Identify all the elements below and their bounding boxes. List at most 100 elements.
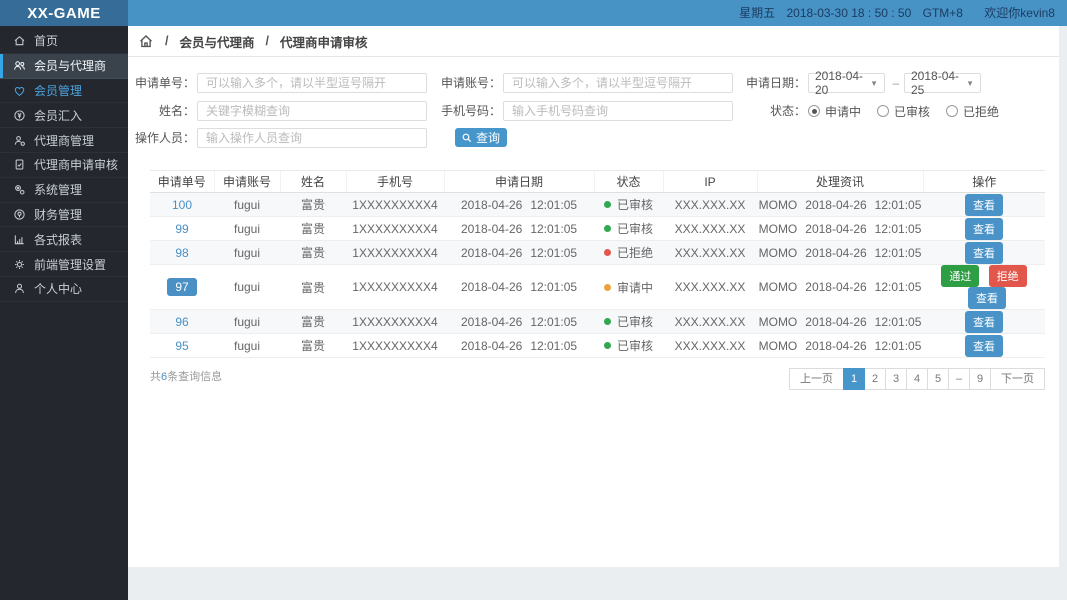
- date-cell: 2018-04-26 12:01:05: [444, 333, 594, 358]
- status-dot-icon: [603, 249, 611, 256]
- order-no-link[interactable]: 95: [175, 338, 189, 353]
- pagination-page-3[interactable]: 3: [885, 368, 907, 390]
- phone-cell: 1XXXXXXXXX4: [346, 309, 444, 334]
- approve-button[interactable]: 通过: [941, 265, 980, 287]
- sidebar-item-home[interactable]: 首页: [0, 29, 128, 54]
- view-button[interactable]: 查看: [965, 193, 1003, 216]
- sidebar-item-member-management[interactable]: 会员管理: [0, 79, 128, 104]
- table-row: 98 fugui 富贵 1XXXXXXXXX4 2018-04-26 12:01:…: [150, 240, 1045, 265]
- th-phone: 手机号: [345, 170, 444, 193]
- clock-datetime: 2018-03-30 18 : 50 : 50: [786, 6, 912, 20]
- sidebar-item-member-import[interactable]: 会员汇入: [0, 103, 128, 129]
- gear-icon: [15, 259, 24, 269]
- sidebar-item-finance-management[interactable]: 财务管理: [0, 203, 128, 228]
- order-no-input[interactable]: [197, 73, 427, 93]
- phone-cell: 1XXXXXXXXX4: [346, 216, 444, 241]
- status-dot-icon: [603, 225, 611, 232]
- date-cell: 2018-04-26 12:01:05: [444, 309, 594, 334]
- sidebar-item-frontend-settings[interactable]: 前端管理设置: [0, 252, 128, 277]
- th-order-no: 申请单号: [150, 170, 214, 193]
- search-button[interactable]: 查询: [455, 128, 508, 147]
- reject-button[interactable]: 拒绝: [988, 265, 1027, 287]
- order-no-link[interactable]: 99: [175, 221, 189, 236]
- clock-weekday: 星期五: [739, 6, 776, 20]
- name-cell: 富贵: [280, 216, 346, 241]
- welcome-text: 欢迎你kevin8: [984, 6, 1055, 20]
- account-cell: fugui: [214, 240, 280, 265]
- th-date: 申请日期: [443, 170, 594, 193]
- gears-icon: [15, 185, 25, 195]
- account-cell: fugui: [214, 192, 280, 217]
- account-cell: fugui: [214, 216, 280, 241]
- pagination-page-4[interactable]: 4: [906, 368, 928, 390]
- sidebar-item-reports[interactable]: 各式报表: [0, 227, 128, 253]
- view-button[interactable]: 查看: [965, 334, 1003, 357]
- ip-cell: XXX.XXX.XX: [663, 264, 757, 310]
- breadcrumb-level1[interactable]: 会员与代理商: [179, 35, 255, 50]
- breadcrumb-level2[interactable]: 代理商申请审核: [279, 35, 368, 50]
- name-cell: 富贵: [280, 264, 346, 310]
- status-radio-pending[interactable]: 申请中: [808, 103, 861, 120]
- phone-input[interactable]: [503, 101, 733, 121]
- content-panel: 申请单号： 申请账号： 申请日期： 2018-04-20 ▼ – 2018-04…: [128, 57, 1059, 567]
- view-button[interactable]: 查看: [968, 287, 1006, 309]
- order-no-badge[interactable]: 97: [167, 278, 197, 296]
- status-dot-icon: [603, 318, 611, 325]
- sidebar-item-agent-management[interactable]: 代理商管理: [0, 128, 128, 153]
- order-no-link[interactable]: 96: [175, 314, 189, 329]
- order-no-link[interactable]: 98: [175, 245, 189, 260]
- filter-row-2: 姓名： 手机号码： 状态： 申请中 已审核 已拒绝: [128, 100, 1059, 122]
- chart-icon: [14, 235, 24, 244]
- pagination-ellipsis[interactable]: –: [948, 368, 970, 390]
- phone-cell: 1XXXXXXXXX4: [346, 192, 444, 217]
- sidebar-item-agent-application-review[interactable]: 代理商申请审核: [0, 153, 128, 178]
- account-label: 申请账号：: [440, 76, 501, 90]
- phone-label: 手机号码：: [440, 104, 501, 118]
- sidebar-item-system-management[interactable]: 系统管理: [0, 178, 128, 203]
- phone-cell: 1XXXXXXXXX4: [346, 264, 444, 310]
- data-table: 申请单号 申请账号 姓名 手机号 申请日期 状态 IP 处理资讯 操作 100 …: [150, 170, 1045, 358]
- breadcrumb-home-icon[interactable]: [138, 33, 154, 49]
- sidebar-item-members-agents[interactable]: 会员与代理商: [0, 53, 128, 79]
- ip-cell: XXX.XXX.XX: [663, 192, 757, 217]
- top-header: XX-GAME 星期五 2018-03-30 18 : 50 : 50 GTM+…: [0, 0, 1067, 26]
- table-row: 95 fugui 富贵 1XXXXXXXXX4 2018-04-26 12:01:…: [150, 333, 1045, 358]
- date-from-select[interactable]: 2018-04-20 ▼: [808, 69, 885, 97]
- name-cell: 富贵: [280, 192, 346, 217]
- view-button[interactable]: 查看: [965, 241, 1003, 264]
- account-input[interactable]: [503, 73, 733, 93]
- radio-icon[interactable]: [877, 105, 890, 117]
- view-button[interactable]: 查看: [965, 217, 1003, 240]
- sidebar-item-personal-center[interactable]: 个人中心: [0, 277, 128, 302]
- status-radio-rejected[interactable]: 已拒绝: [946, 103, 999, 120]
- view-button[interactable]: 查看: [965, 310, 1003, 333]
- operator-input[interactable]: [197, 128, 427, 148]
- date-to-select[interactable]: 2018-04-25 ▼: [904, 69, 981, 97]
- status-dot-icon: [603, 283, 611, 291]
- pagination-page-1[interactable]: 1: [843, 368, 865, 390]
- pagination-prev[interactable]: 上一页: [789, 368, 844, 390]
- pagination-page-2[interactable]: 2: [864, 368, 886, 390]
- header-clock: 星期五 2018-03-30 18 : 50 : 50 GTM+8 欢迎你kev…: [731, 0, 1055, 26]
- radio-icon[interactable]: [946, 105, 959, 117]
- name-cell: 富贵: [280, 240, 346, 265]
- order-no-label: 申请单号：: [134, 76, 195, 90]
- handle-info-cell: MOMO 2018-04-26 12:01:05: [757, 192, 923, 217]
- pagination-page-5[interactable]: 5: [927, 368, 949, 390]
- account-cell: fugui: [214, 264, 280, 310]
- yen-coin-icon: [14, 110, 25, 121]
- status-badge: 已审核: [594, 333, 663, 358]
- date-range-separator: –: [892, 76, 900, 90]
- order-no-link[interactable]: 100: [171, 197, 193, 212]
- pagination-page-9[interactable]: 9: [969, 368, 991, 390]
- sidebar-menu: 首页 会员与代理商 会员管理 会员汇入 代理商管理 代理商申请审核 系统管理: [0, 26, 128, 302]
- name-cell: 富贵: [280, 309, 346, 334]
- radio-selected-icon[interactable]: [808, 105, 820, 117]
- status-radio-approved[interactable]: 已审核: [877, 103, 930, 120]
- table-row: 96 fugui 富贵 1XXXXXXXXX4 2018-04-26 12:01:…: [150, 309, 1045, 334]
- pagination-next[interactable]: 下一页: [990, 368, 1045, 390]
- name-input[interactable]: [197, 101, 427, 121]
- handle-info-cell: MOMO 2018-04-26 12:01:05: [757, 240, 923, 265]
- handle-info-cell: MOMO 2018-04-26 12:01:05: [757, 216, 923, 241]
- filter-row-1: 申请单号： 申请账号： 申请日期： 2018-04-20 ▼ – 2018-04…: [128, 69, 1059, 97]
